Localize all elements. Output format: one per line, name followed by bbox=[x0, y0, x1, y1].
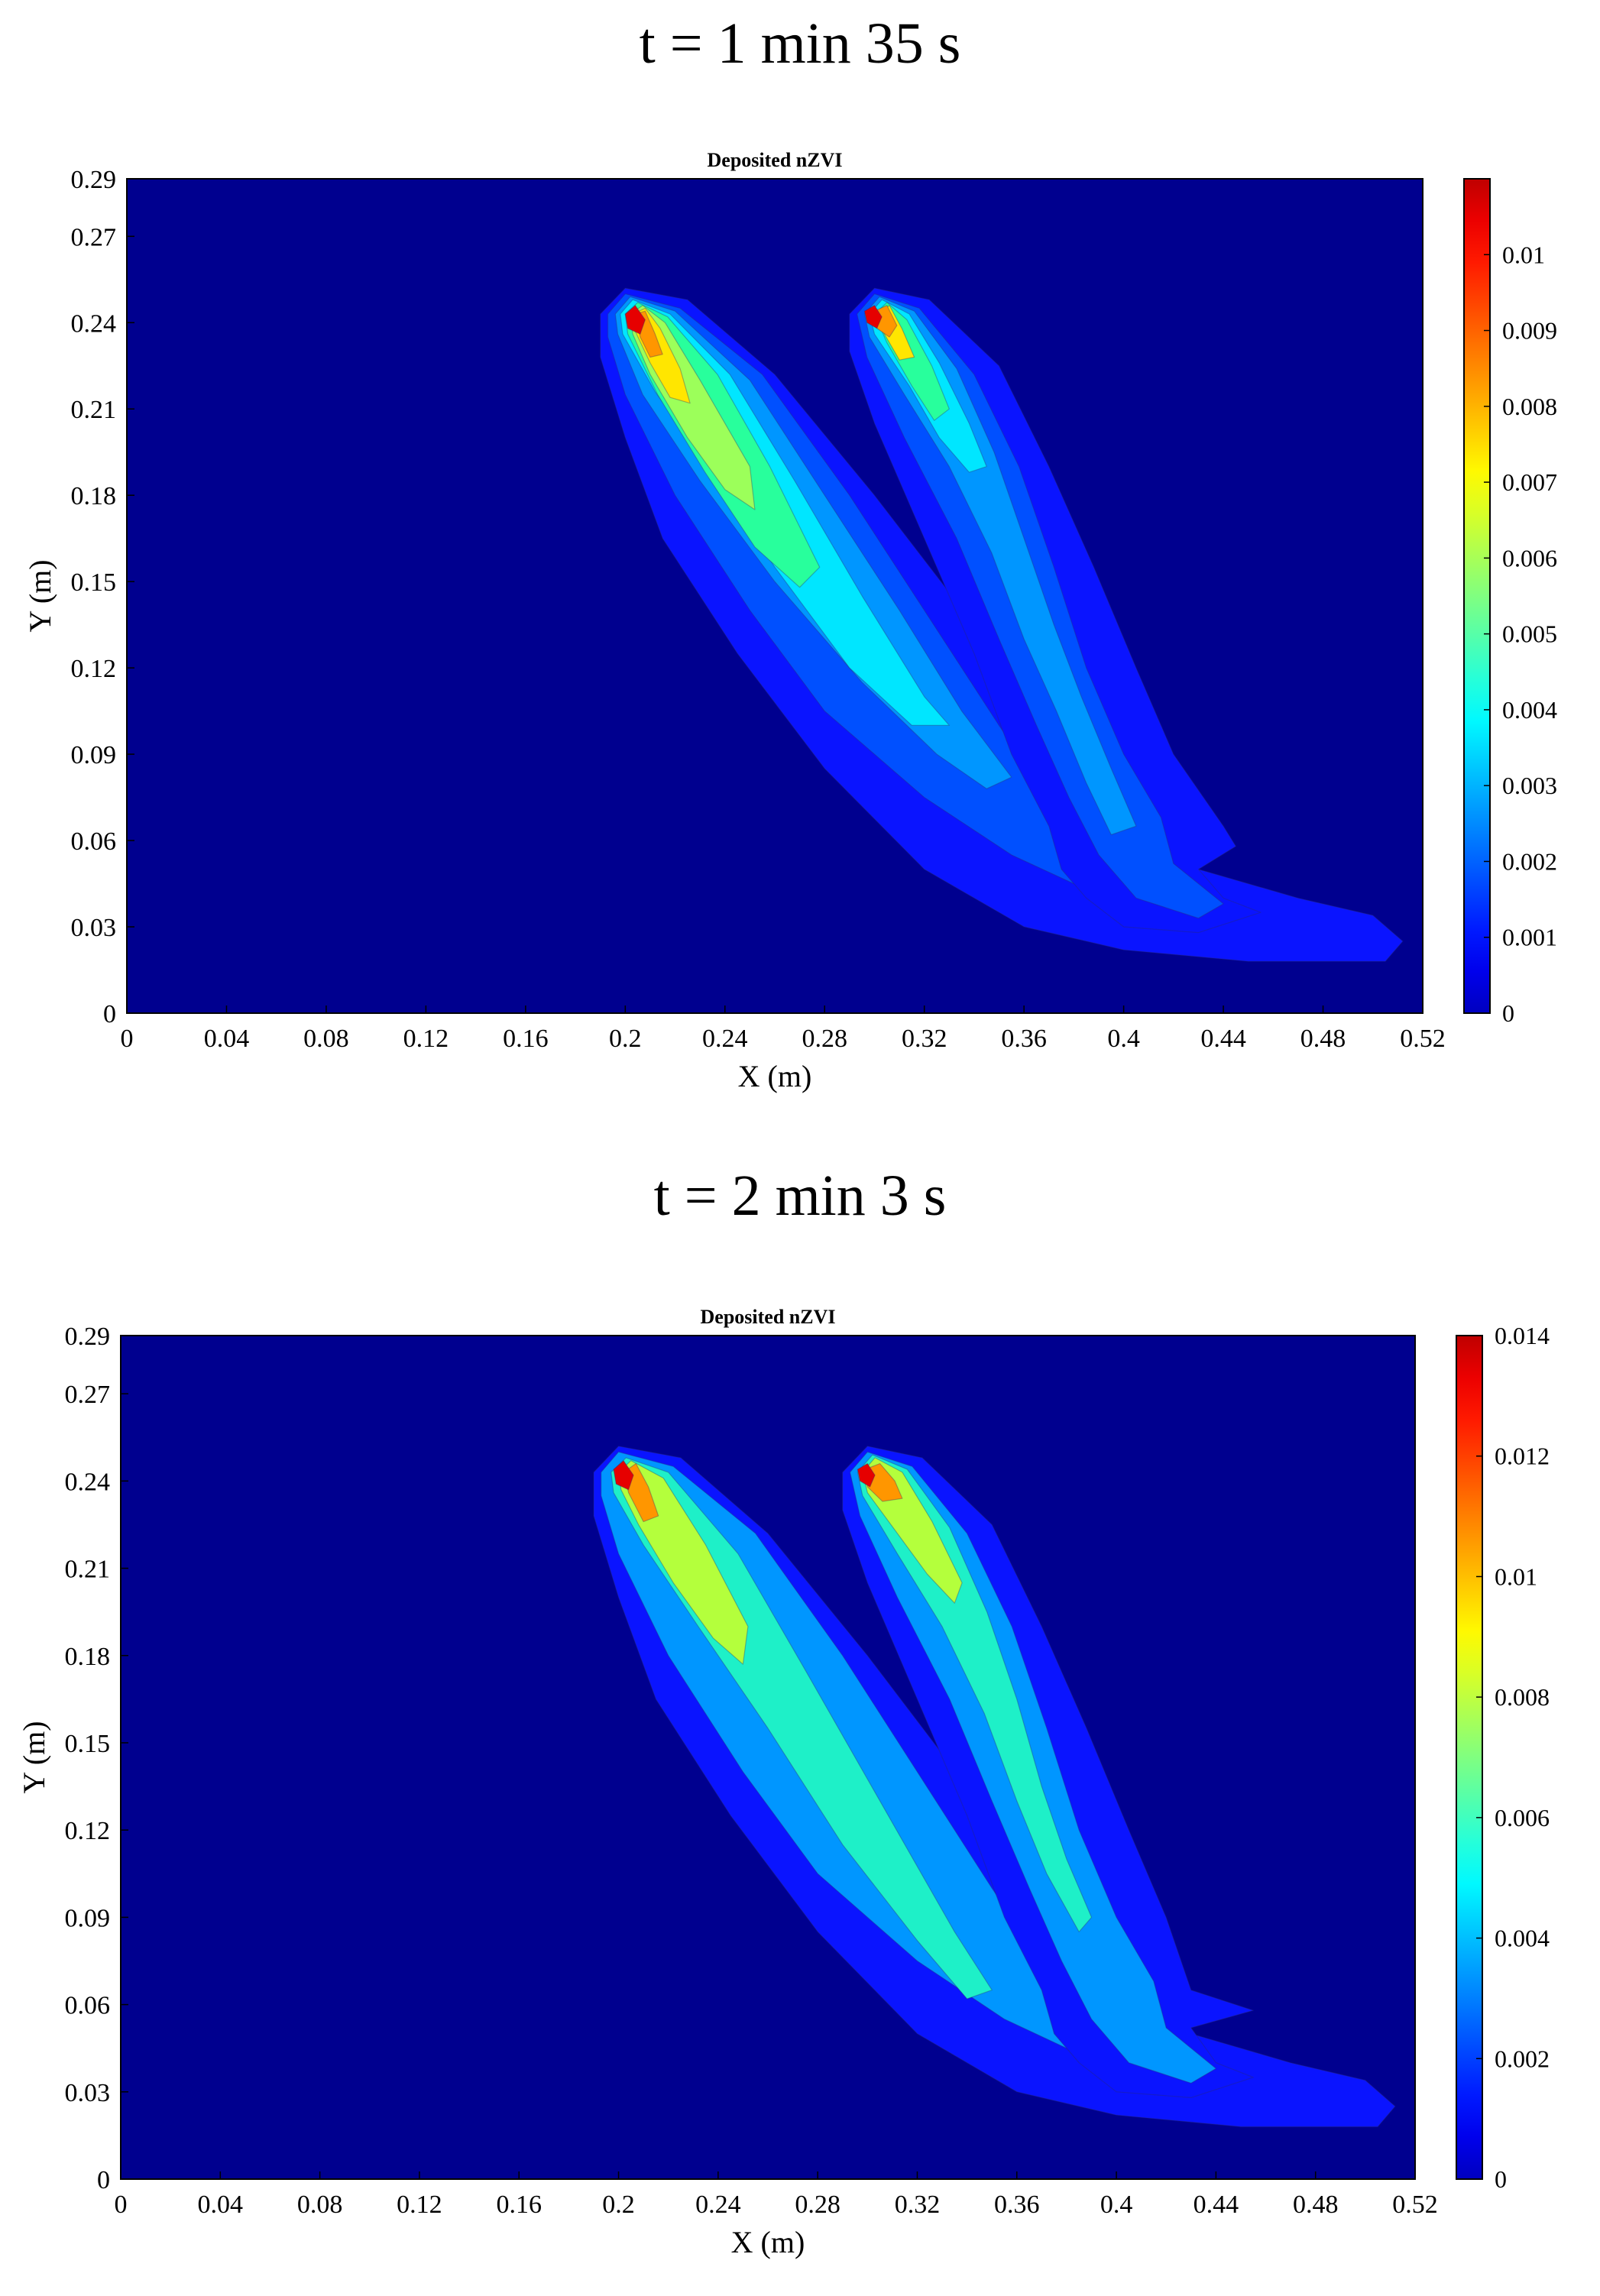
x-tick-label: 0.28 bbox=[802, 1025, 847, 1053]
colorbar-tick-label: 0.004 bbox=[1502, 696, 1557, 724]
y-tick-label: 0.15 bbox=[65, 1730, 111, 1758]
x-tick-label: 0.16 bbox=[503, 1025, 549, 1053]
x-tick-label: 0.36 bbox=[1001, 1025, 1047, 1053]
contour-level-0-5 bbox=[613, 1460, 634, 1491]
contour-level-1-4 bbox=[864, 1462, 903, 1502]
x-tick-label: 0.48 bbox=[1293, 2191, 1339, 2219]
x-axis-label: X (m) bbox=[738, 1059, 812, 1093]
x-tick-label: 0.04 bbox=[204, 1025, 250, 1053]
colorbar-tick-label: 0.006 bbox=[1495, 1804, 1550, 1831]
y-tick-label: 0 bbox=[97, 2166, 110, 2194]
contour-layer bbox=[593, 1446, 1396, 2128]
contour-plot-bottom: Deposited nZVI 0 0.04 0.08 0.12 0.16 0.2 0.24 0.… bbox=[17, 1306, 1550, 2259]
panel-title-bottom: t = 2 min 3 s bbox=[653, 1164, 947, 1228]
contour-plot-top: Deposited nZVI 0 0.04 0.08 0.12 0.16 0.2 0.24 0.… bbox=[23, 149, 1557, 1093]
y-tick-label: 0.12 bbox=[71, 655, 117, 683]
y-tick-label: 0.06 bbox=[65, 1992, 111, 2020]
x-tick-label: 0.52 bbox=[1400, 1025, 1446, 1053]
x-tick-label: 0.32 bbox=[895, 2191, 941, 2219]
colorbar-tick-label: 0.012 bbox=[1495, 1443, 1550, 1470]
colorbar-tick-label: 0.001 bbox=[1502, 924, 1557, 951]
colorbar-tick-label: 0.008 bbox=[1495, 1683, 1550, 1711]
chart-title: Deposited nZVI bbox=[708, 149, 843, 171]
x-axis-label: X (m) bbox=[731, 2225, 805, 2259]
colorbar-tick-label: 0 bbox=[1495, 2165, 1507, 2193]
y-tick-label: 0 bbox=[103, 1000, 116, 1028]
y-axis-label: Y (m) bbox=[23, 559, 57, 632]
colorbar-tick-label: 0.007 bbox=[1502, 468, 1557, 496]
x-tick-label: 0.24 bbox=[702, 1025, 748, 1053]
contour-level-1-2 bbox=[863, 296, 1137, 836]
y-tick-label: 0.06 bbox=[71, 827, 117, 856]
x-tick-label: 0.16 bbox=[496, 2191, 542, 2219]
colorbar-tick-label: 0.009 bbox=[1502, 317, 1557, 345]
x-tick-label: 0.52 bbox=[1392, 2191, 1438, 2219]
x-tick-label: 0.2 bbox=[609, 1025, 642, 1053]
chart-panel-bottom: t = 2 min 3 s Deposited nZVI 0 0.04 0.08 0.1… bbox=[0, 1146, 1600, 2292]
x-tick-label: 0.4 bbox=[1107, 1025, 1140, 1053]
colorbar-tick-label: 0.014 bbox=[1495, 1322, 1550, 1349]
y-axis-label: Y (m) bbox=[17, 1721, 51, 1793]
x-tick-label: 0.36 bbox=[994, 2191, 1040, 2219]
y-tick-label: 0.18 bbox=[65, 1643, 111, 1671]
colorbar bbox=[1456, 1335, 1483, 2180]
y-tick-label: 0.03 bbox=[71, 914, 117, 942]
chart-panel-top: t = 1 min 35 s Deposited nZVI 0 0.04 0.08 0.… bbox=[0, 0, 1600, 1146]
colorbar-tick-label: 0.008 bbox=[1502, 393, 1557, 420]
x-tick-label: 0.12 bbox=[403, 1025, 449, 1053]
x-tick-label: 0.08 bbox=[303, 1025, 349, 1053]
x-tick-label: 0.04 bbox=[198, 2191, 244, 2219]
x-tick-label: 0.28 bbox=[795, 2191, 840, 2219]
colorbar-tick-label: 0.002 bbox=[1495, 2045, 1550, 2072]
y-tick-label: 0.29 bbox=[71, 166, 117, 194]
y-tick-label: 0.29 bbox=[65, 1323, 111, 1351]
y-tick-label: 0.21 bbox=[65, 1556, 111, 1584]
colorbar-tick-label: 0.005 bbox=[1502, 620, 1557, 648]
colorbar-tick-label: 0 bbox=[1502, 999, 1514, 1027]
colorbar-tick-label: 0.004 bbox=[1495, 1925, 1550, 1952]
y-tick-label: 0.09 bbox=[71, 741, 117, 769]
colorbar-tick-label: 0.003 bbox=[1502, 772, 1557, 799]
x-tick-label: 0.32 bbox=[902, 1025, 947, 1053]
x-tick-label: 0.2 bbox=[602, 2191, 635, 2219]
panel-title-top: t = 1 min 35 s bbox=[639, 11, 961, 76]
y-tick-label: 0.21 bbox=[71, 396, 117, 424]
y-tick-label: 0.03 bbox=[65, 2079, 111, 2107]
colorbar-tick-label: 0.01 bbox=[1502, 241, 1545, 268]
contour-level-0-8 bbox=[624, 305, 646, 335]
colorbar-tick-label: 0.01 bbox=[1495, 1563, 1537, 1590]
plot-frame bbox=[126, 178, 1423, 1014]
y-tick-label: 0.24 bbox=[71, 309, 117, 338]
y-tick-label: 0.24 bbox=[65, 1468, 111, 1496]
colorbar-tick-label: 0.002 bbox=[1502, 847, 1557, 875]
y-tick-label: 0.27 bbox=[71, 223, 117, 251]
colorbar bbox=[1463, 178, 1491, 1014]
y-tick-label: 0.18 bbox=[71, 482, 117, 510]
chart-title: Deposited nZVI bbox=[701, 1306, 836, 1328]
x-tick-label: 0.48 bbox=[1300, 1025, 1346, 1053]
x-tick-label: 0.4 bbox=[1100, 2191, 1133, 2219]
x-tick-label: 0.44 bbox=[1194, 2191, 1239, 2219]
colorbar-tick-label: 0.006 bbox=[1502, 544, 1557, 572]
x-tick-label: 0 bbox=[115, 2191, 128, 2219]
contour-layer bbox=[600, 287, 1404, 962]
contour-level-1-2 bbox=[857, 1454, 1093, 1933]
x-tick-label: 0.44 bbox=[1200, 1025, 1246, 1053]
contour-level-1-5 bbox=[857, 1462, 876, 1488]
x-tick-label: 0.12 bbox=[397, 2191, 442, 2219]
y-tick-label: 0.27 bbox=[65, 1381, 111, 1409]
plot-frame bbox=[120, 1335, 1416, 2180]
x-tick-label: 0.24 bbox=[695, 2191, 741, 2219]
y-tick-label: 0.15 bbox=[71, 568, 117, 597]
y-tick-label: 0.12 bbox=[65, 1817, 111, 1845]
x-tick-label: 0 bbox=[121, 1025, 134, 1053]
y-tick-label: 0.09 bbox=[65, 1904, 111, 1932]
contour-level-1-7 bbox=[863, 305, 883, 329]
x-tick-label: 0.08 bbox=[297, 2191, 343, 2219]
